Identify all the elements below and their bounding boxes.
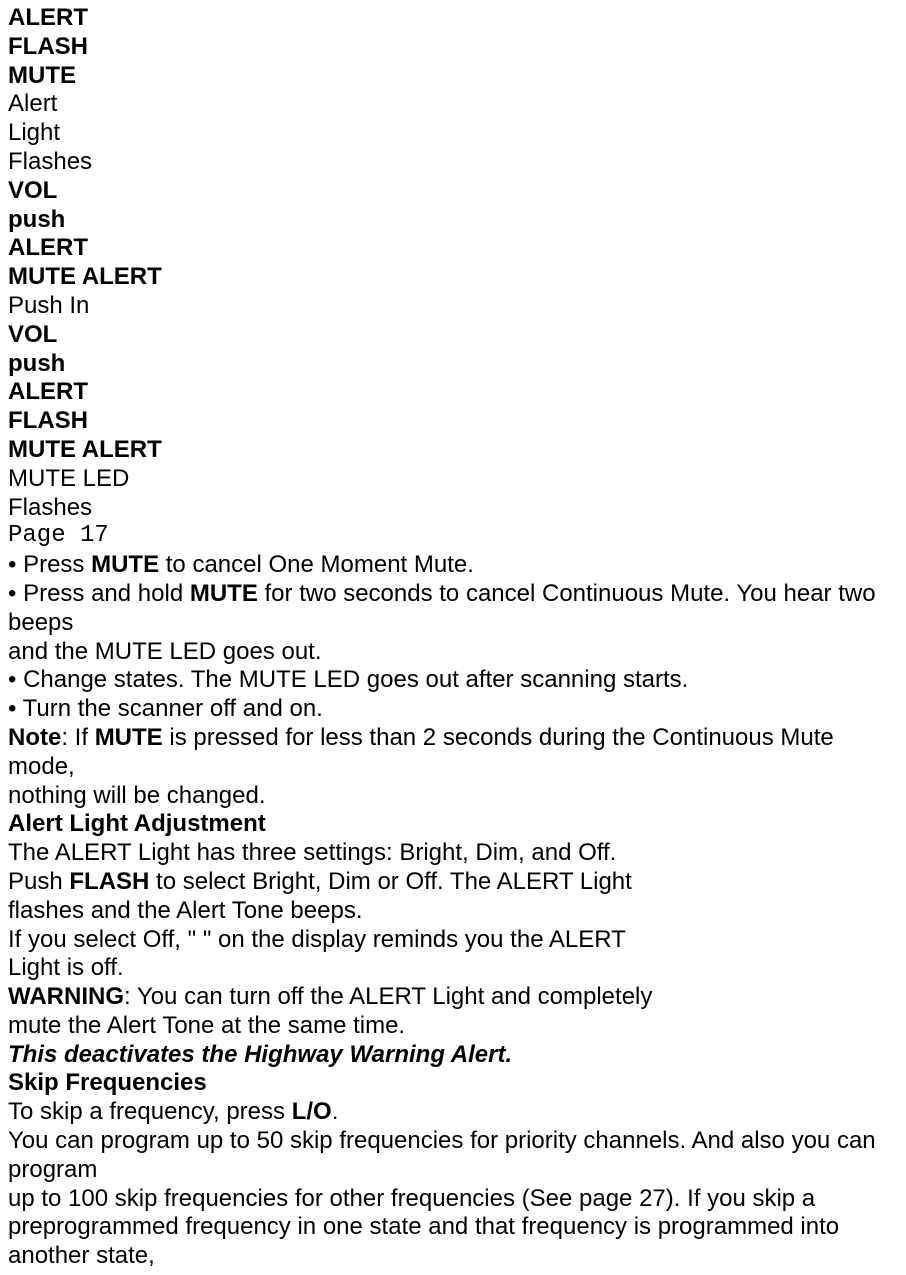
bullet-turn-off-on: • Turn the scanner off and on. [8, 695, 898, 724]
text-flashes: Flashes [8, 148, 898, 177]
text-mute-led: MUTE LED [8, 465, 898, 494]
page-number: Page 17 [8, 522, 898, 551]
text-flashes-beeps: flashes and the Alert Tone beeps. [8, 897, 898, 926]
text-push-2: push [8, 350, 898, 379]
text-push-flash: Push FLASH to select Bright, Dim or Off.… [8, 868, 898, 897]
text-mute-alert-2: MUTE ALERT [8, 436, 898, 465]
text-program-50: You can program up to 50 skip frequencie… [8, 1127, 898, 1185]
text-alert-word: Alert [8, 90, 898, 119]
text-three-settings: The ALERT Light has three settings: Brig… [8, 839, 898, 868]
note-line: Note: If MUTE is pressed for less than 2… [8, 724, 898, 782]
text-fragment: • Press and hold [8, 580, 190, 607]
text-select-off: If you select Off, " " on the display re… [8, 926, 898, 955]
text-fragment: to cancel One Moment Mute. [159, 551, 474, 578]
text-nothing-changed: nothing will be changed. [8, 782, 898, 811]
text-led-goes-out: and the MUTE LED goes out. [8, 638, 898, 667]
text-flash-2: FLASH [8, 407, 898, 436]
text-flashes-2: Flashes [8, 494, 898, 523]
text-deactivates-warning: This deactivates the Highway Warning Ale… [8, 1041, 898, 1070]
text-fragment: : If [61, 724, 94, 751]
text-alert: ALERT [8, 4, 898, 33]
text-light-off: Light is off. [8, 954, 898, 983]
text-push: push [8, 206, 898, 235]
text-fragment: to select Bright, Dim or Off. The ALERT … [149, 868, 631, 895]
bullet-change-states: • Change states. The MUTE LED goes out a… [8, 666, 898, 695]
text-vol: VOL [8, 177, 898, 206]
text-alert-3: ALERT [8, 378, 898, 407]
heading-alert-light-adjustment: Alert Light Adjustment [8, 810, 898, 839]
text-flash: FLASH [8, 33, 898, 62]
text-mute: MUTE [8, 62, 898, 91]
flash-label: FLASH [69, 868, 149, 895]
bullet-cancel-one-moment: • Press MUTE to cancel One Moment Mute. [8, 551, 898, 580]
mute-label: MUTE [95, 724, 163, 751]
lo-label: L/O [292, 1098, 332, 1125]
text-mute-tone: mute the Alert Tone at the same time. [8, 1012, 898, 1041]
text-skip-frequency: To skip a frequency, press L/O. [8, 1098, 898, 1127]
text-fragment: : You can turn off the ALERT Light and c… [124, 983, 652, 1010]
text-light: Light [8, 119, 898, 148]
text-mute-alert: MUTE ALERT [8, 263, 898, 292]
note-label: Note [8, 724, 61, 751]
mute-label: MUTE [190, 580, 258, 607]
warning-line: WARNING: You can turn off the ALERT Ligh… [8, 983, 898, 1012]
heading-skip-frequencies: Skip Frequencies [8, 1069, 898, 1098]
warning-label: WARNING [8, 983, 124, 1010]
text-fragment: Push [8, 868, 69, 895]
text-alert-2: ALERT [8, 234, 898, 263]
text-fragment: • Press [8, 551, 91, 578]
text-program-100: up to 100 skip frequencies for other fre… [8, 1185, 898, 1271]
bullet-cancel-continuous: • Press and hold MUTE for two seconds to… [8, 580, 898, 638]
mute-label: MUTE [91, 551, 159, 578]
text-vol-2: VOL [8, 321, 898, 350]
text-fragment: . [332, 1098, 339, 1125]
text-fragment: To skip a frequency, press [8, 1098, 292, 1125]
text-push-in: Push In [8, 292, 898, 321]
